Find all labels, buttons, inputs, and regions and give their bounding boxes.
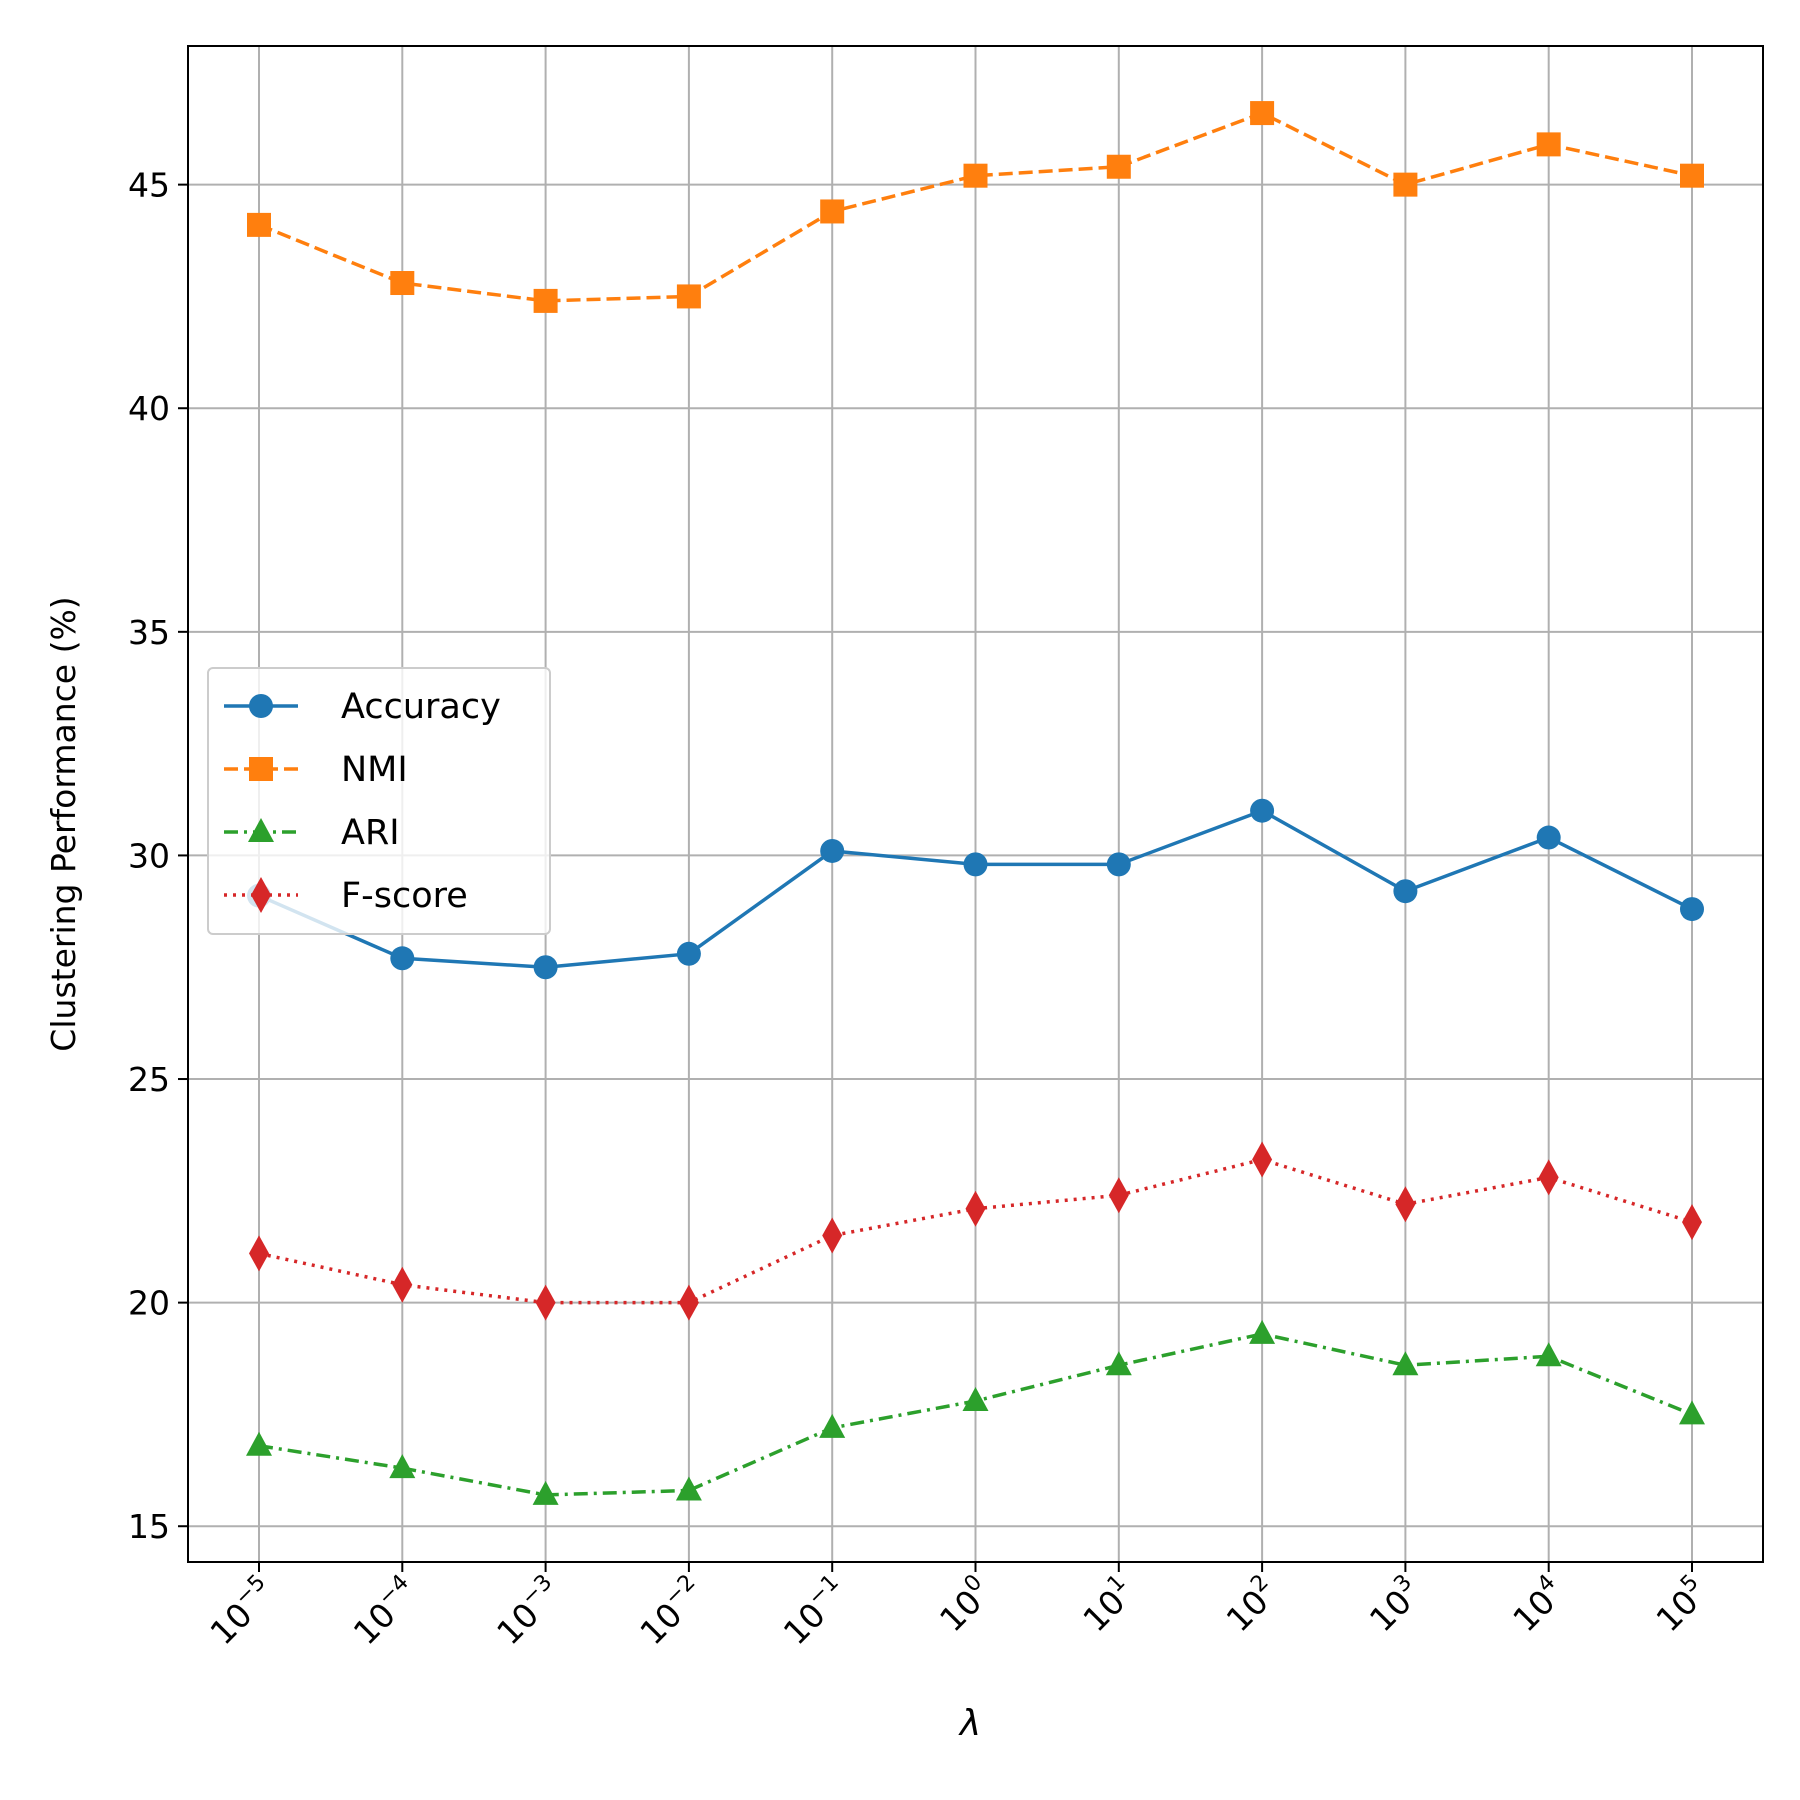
x-tick-label: 10−4 <box>344 1570 426 1652</box>
data-point <box>963 852 988 877</box>
x-tick-label: 10−2 <box>630 1570 712 1652</box>
legend-marker <box>249 757 273 781</box>
data-point <box>1249 1319 1276 1344</box>
x-tick-label: 10−5 <box>200 1570 282 1652</box>
legend-marker <box>251 877 271 913</box>
legend-marker <box>248 818 274 842</box>
data-point <box>1535 1342 1562 1367</box>
y-tick-label: 45 <box>128 166 170 205</box>
legend-label: Accuracy <box>341 687 501 727</box>
y-tick-label: 15 <box>128 1507 170 1546</box>
data-point <box>1393 172 1418 197</box>
x-tick-label: 105 <box>1646 1570 1715 1639</box>
data-point <box>1250 798 1275 823</box>
legend-item: Accuracy <box>224 687 501 727</box>
data-point <box>390 946 415 971</box>
data-point <box>1393 879 1418 904</box>
legend-item: ARI <box>224 813 400 853</box>
series-accuracy <box>247 798 1704 980</box>
series-ari <box>246 1319 1705 1505</box>
legend-box <box>207 667 551 935</box>
data-point <box>962 1387 989 1412</box>
data-point <box>1252 1141 1273 1178</box>
y-tick-label: 40 <box>128 389 170 428</box>
series-group <box>246 101 1705 1505</box>
data-point <box>1108 1177 1129 1214</box>
data-point <box>390 271 415 296</box>
data-point <box>389 1454 416 1479</box>
data-point <box>1536 825 1561 850</box>
x-axis-label: λ <box>958 1703 981 1744</box>
data-point <box>535 1284 556 1321</box>
legend-marker <box>249 694 273 718</box>
x-tick-label: 104 <box>1503 1570 1572 1639</box>
y-axis-label: Clustering Performance (%) <box>44 596 83 1051</box>
data-point <box>1106 154 1131 179</box>
x-tick-label: 103 <box>1360 1570 1429 1639</box>
data-point <box>1679 1400 1705 1425</box>
data-point <box>1538 1159 1559 1196</box>
data-point <box>1392 1351 1419 1376</box>
legend-label: F-score <box>341 876 468 916</box>
data-point <box>532 1480 559 1505</box>
legend-label: NMI <box>341 750 408 790</box>
series-nmi <box>247 101 1704 313</box>
x-tick-label: 102 <box>1216 1570 1285 1639</box>
y-tick-label: 35 <box>128 613 170 652</box>
legend-item: NMI <box>224 750 408 790</box>
data-point <box>820 199 845 224</box>
data-point <box>1680 163 1704 188</box>
data-point <box>1250 101 1275 126</box>
data-point <box>392 1266 413 1303</box>
data-point <box>678 1284 699 1321</box>
data-point <box>1682 1204 1702 1241</box>
x-tick-label: 101 <box>1073 1570 1142 1639</box>
series-f-score <box>249 1141 1702 1321</box>
data-point <box>1680 897 1704 922</box>
data-point <box>819 1413 846 1438</box>
legend: Accuracy NMI ARI F-score <box>207 667 551 935</box>
data-point <box>965 1190 986 1227</box>
data-point <box>533 955 558 980</box>
data-point <box>675 1476 702 1501</box>
data-point <box>1536 132 1561 157</box>
y-tick-label: 25 <box>128 1060 170 1099</box>
data-point <box>1395 1186 1416 1223</box>
series-line <box>258 111 1693 303</box>
data-point <box>247 212 271 237</box>
legend-label: ARI <box>341 813 400 853</box>
y-tick-label: 30 <box>128 836 170 875</box>
data-point <box>676 284 701 309</box>
data-point <box>676 941 701 966</box>
data-point <box>963 163 988 188</box>
x-tick-label: 100 <box>930 1570 999 1639</box>
data-point <box>246 1431 272 1456</box>
data-point <box>249 1235 269 1272</box>
data-point <box>1105 1351 1132 1376</box>
data-point <box>533 288 558 313</box>
x-tick-label: 10−1 <box>774 1570 856 1652</box>
legend-item: F-score <box>224 876 468 916</box>
data-point <box>822 1217 843 1254</box>
data-point <box>1106 852 1131 877</box>
y-tick-label: 20 <box>128 1284 170 1323</box>
data-point <box>820 838 845 863</box>
x-tick-label: 10−3 <box>487 1570 569 1652</box>
